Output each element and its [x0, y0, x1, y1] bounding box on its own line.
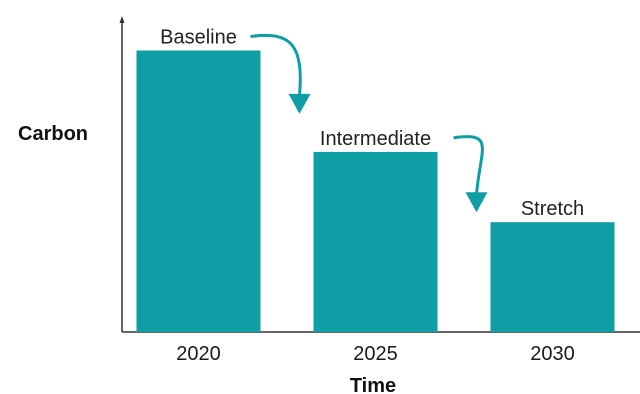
x-tick-label-group: 2020 2025 2030: [176, 343, 575, 365]
bar-label-2020: Baseline: [160, 27, 237, 49]
bar-group: [136, 50, 615, 332]
arrowhead-2: [465, 192, 488, 213]
y-axis-title: Carbon: [18, 123, 88, 145]
x-axis-title: Time: [350, 375, 396, 394]
arrowhead-1: [288, 93, 311, 114]
x-tick-label-2030: 2030: [530, 343, 575, 365]
curved-arrow-2: [453, 135, 484, 195]
bar-2020: [136, 50, 261, 332]
y-axis-arrowhead: [119, 16, 125, 23]
bar-2025: [313, 151, 438, 332]
bar-label-2025: Intermediate: [320, 128, 431, 150]
bar-label-group: Baseline Intermediate Stretch: [160, 27, 584, 221]
bar-2030: [490, 222, 615, 332]
x-tick-label-2025: 2025: [353, 343, 398, 365]
arrow-group: [250, 33, 488, 213]
x-tick-label-2020: 2020: [176, 343, 221, 365]
curved-arrow-1: [250, 33, 302, 96]
bar-label-2030: Stretch: [521, 198, 584, 220]
